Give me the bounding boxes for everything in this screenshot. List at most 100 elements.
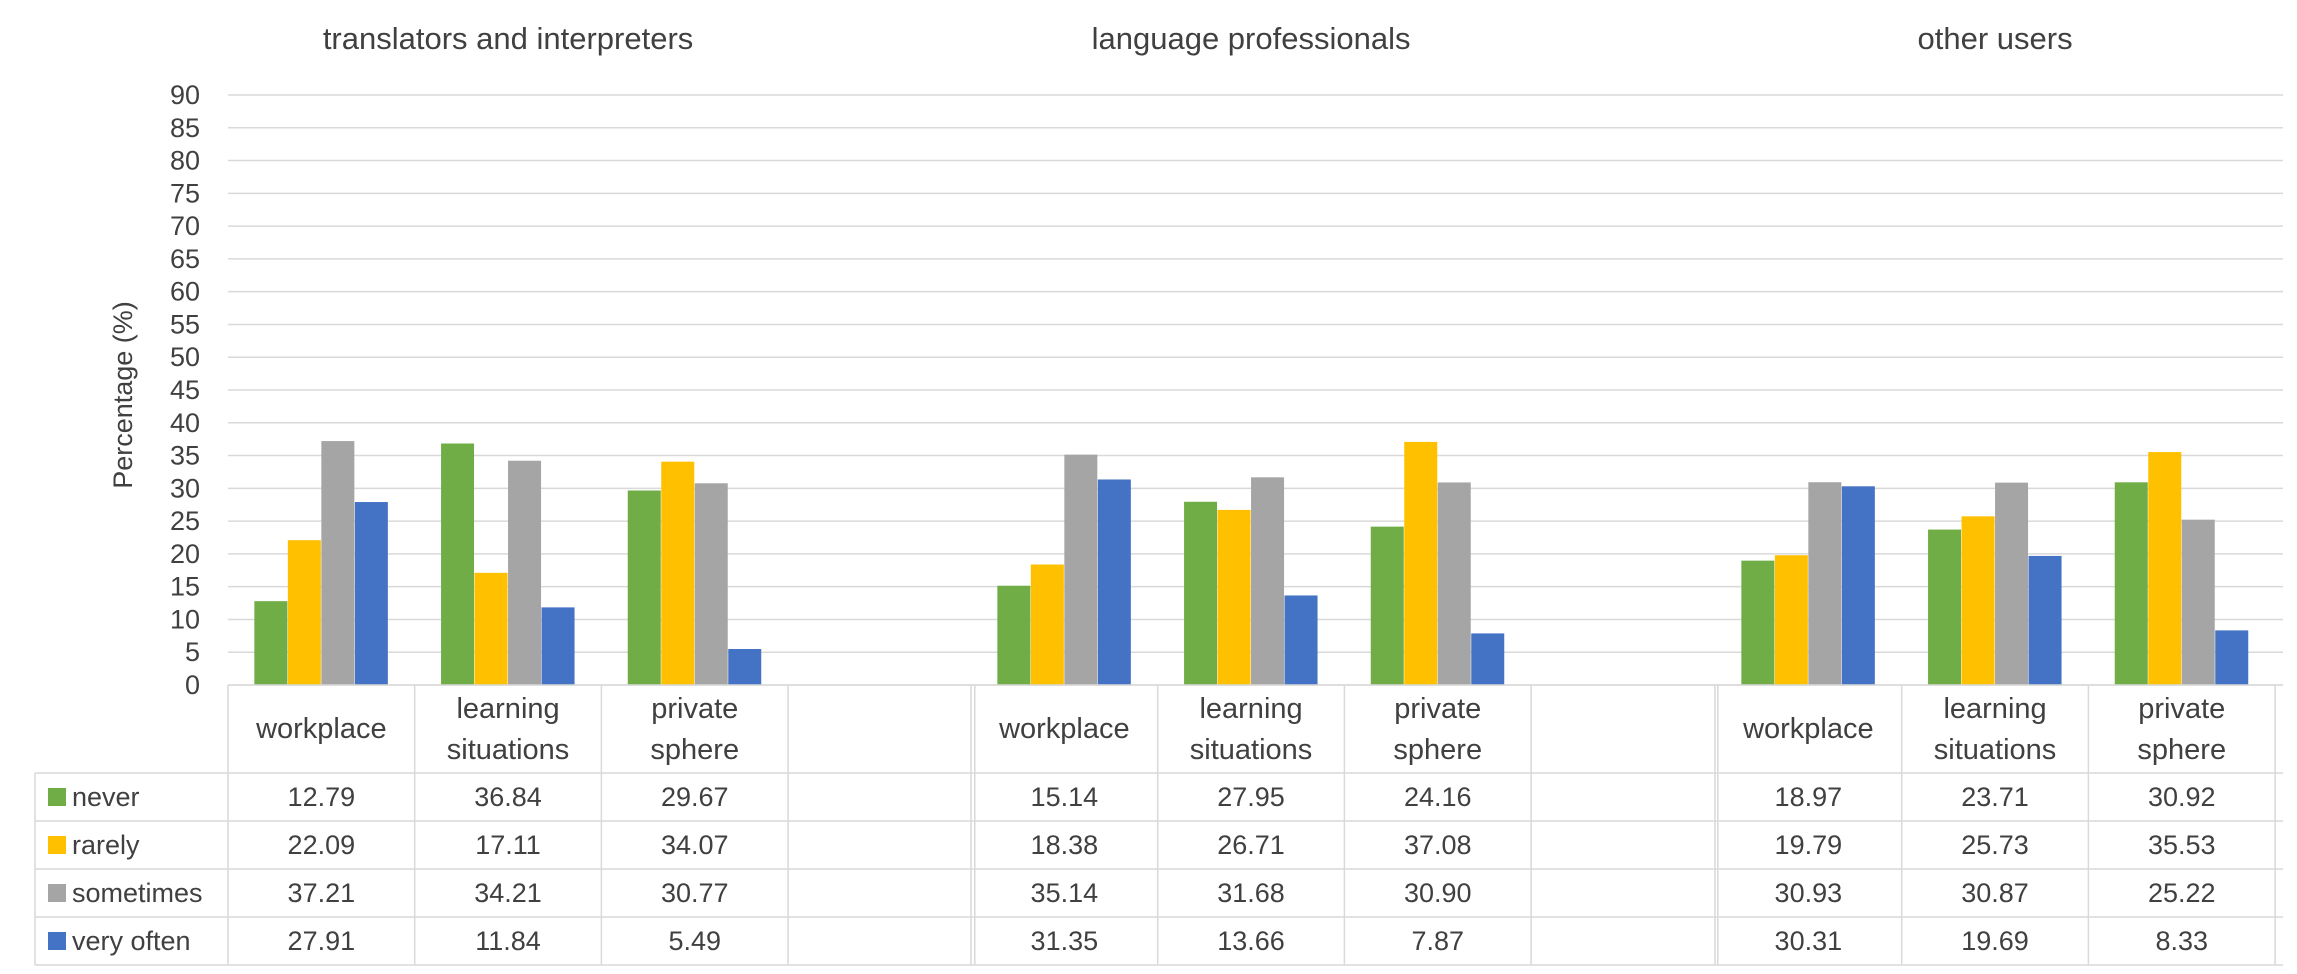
category-label: sphere xyxy=(2137,734,2226,766)
y-tick-label: 30 xyxy=(170,473,200,503)
bar-never xyxy=(1928,529,1962,685)
category-label: workplace xyxy=(998,713,1130,745)
table-cell-value: 22.09 xyxy=(288,830,356,860)
table-cell-value: 23.71 xyxy=(1961,782,2029,812)
y-tick-label: 35 xyxy=(170,441,200,471)
table-cell-value: 29.67 xyxy=(661,782,729,812)
bar-sometimes xyxy=(694,483,728,685)
bar-never xyxy=(254,601,288,685)
legend-swatch-very-often xyxy=(48,932,66,950)
bar-very-often xyxy=(2215,630,2249,685)
bar-rarely xyxy=(1774,555,1808,685)
bar-sometimes xyxy=(2181,519,2215,685)
table-cell-value: 27.91 xyxy=(288,926,356,956)
category-label: sphere xyxy=(1393,734,1482,766)
table-cell-value: 24.16 xyxy=(1404,782,1472,812)
category-label: sphere xyxy=(650,734,739,766)
category-label: learning xyxy=(1943,693,2046,725)
group-title: language professionals xyxy=(1092,21,1411,56)
table-cell-value: 36.84 xyxy=(474,782,542,812)
bar-sometimes xyxy=(1251,477,1285,685)
table-cell-value: 25.73 xyxy=(1961,830,2029,860)
bar-very-often xyxy=(541,607,575,685)
table-cell-value: 19.69 xyxy=(1961,926,2029,956)
table-cell-value: 34.21 xyxy=(474,878,542,908)
bar-never xyxy=(997,585,1031,685)
table-cell-value: 15.14 xyxy=(1031,782,1099,812)
group-title: other users xyxy=(1918,21,2073,56)
bar-rarely xyxy=(287,540,321,685)
group-title: translators and interpreters xyxy=(323,21,693,56)
bar-never xyxy=(627,490,661,685)
legend-swatch-never xyxy=(48,788,66,806)
table-cell-value: 37.21 xyxy=(288,878,356,908)
bar-very-often xyxy=(1284,595,1318,685)
y-tick-label: 65 xyxy=(170,244,200,274)
bar-never xyxy=(441,443,475,685)
bar-very-often xyxy=(354,502,388,685)
bar-very-often xyxy=(728,649,762,685)
category-label: private xyxy=(1394,693,1481,725)
table-cell-value: 17.11 xyxy=(475,830,541,860)
table-cell-value: 13.66 xyxy=(1217,926,1285,956)
y-tick-label: 60 xyxy=(170,277,200,307)
table-cell-value: 30.87 xyxy=(1961,878,2029,908)
table-cell-value: 30.93 xyxy=(1775,878,1843,908)
legend-label: very often xyxy=(72,926,191,956)
bar-rarely xyxy=(474,572,508,685)
category-label: situations xyxy=(447,734,570,766)
y-tick-label: 55 xyxy=(170,309,200,339)
category-label: learning xyxy=(1199,693,1302,725)
y-tick-label: 20 xyxy=(170,539,200,569)
legend-label: sometimes xyxy=(72,878,203,908)
table-cell-value: 19.79 xyxy=(1775,830,1843,860)
bar-rarely xyxy=(661,461,695,685)
bar-rarely xyxy=(1030,564,1064,685)
y-tick-label: 90 xyxy=(170,80,200,110)
category-label: situations xyxy=(1190,734,1313,766)
table-cell-value: 27.95 xyxy=(1217,782,1285,812)
y-tick-label: 0 xyxy=(185,670,200,700)
legend-swatch-sometimes xyxy=(48,884,66,902)
y-tick-label: 25 xyxy=(170,506,200,536)
table-cell-value: 31.35 xyxy=(1031,926,1099,956)
table-cell-value: 37.08 xyxy=(1404,830,1472,860)
y-tick-label: 75 xyxy=(170,178,200,208)
bar-very-often xyxy=(1841,486,1875,685)
table-cell-value: 18.38 xyxy=(1031,830,1099,860)
y-tick-label: 40 xyxy=(170,408,200,438)
bar-very-often xyxy=(1097,479,1131,685)
category-label: situations xyxy=(1934,734,2057,766)
bar-rarely xyxy=(1404,441,1438,685)
y-tick-label: 70 xyxy=(170,211,200,241)
table-cell-value: 25.22 xyxy=(2148,878,2216,908)
legend-label: rarely xyxy=(72,830,140,860)
bar-sometimes xyxy=(508,460,542,685)
table-cell-value: 8.33 xyxy=(2155,926,2208,956)
bar-never xyxy=(1741,560,1775,685)
table-cell-value: 35.53 xyxy=(2148,830,2216,860)
table-cell-value: 12.79 xyxy=(288,782,356,812)
category-label: workplace xyxy=(1742,713,1874,745)
bar-sometimes xyxy=(1437,482,1471,685)
y-tick-label: 45 xyxy=(170,375,200,405)
table-cell-value: 5.49 xyxy=(668,926,721,956)
category-label: learning xyxy=(456,693,559,725)
bar-rarely xyxy=(1217,509,1251,685)
bar-rarely xyxy=(2148,452,2182,685)
bar-sometimes xyxy=(1808,482,1842,685)
table-cell-value: 26.71 xyxy=(1217,830,1285,860)
table-cell-value: 30.31 xyxy=(1775,926,1843,956)
y-tick-label: 80 xyxy=(170,146,200,176)
bar-rarely xyxy=(1961,516,1995,685)
legend-label: never xyxy=(72,782,140,812)
table-cell-value: 34.07 xyxy=(661,830,729,860)
y-tick-label: 15 xyxy=(170,572,200,602)
bar-never xyxy=(1370,526,1404,685)
bar-very-often xyxy=(2028,555,2062,685)
category-label: private xyxy=(2138,693,2225,725)
bar-sometimes xyxy=(321,441,355,685)
table-cell-value: 35.14 xyxy=(1031,878,1099,908)
y-tick-label: 50 xyxy=(170,342,200,372)
